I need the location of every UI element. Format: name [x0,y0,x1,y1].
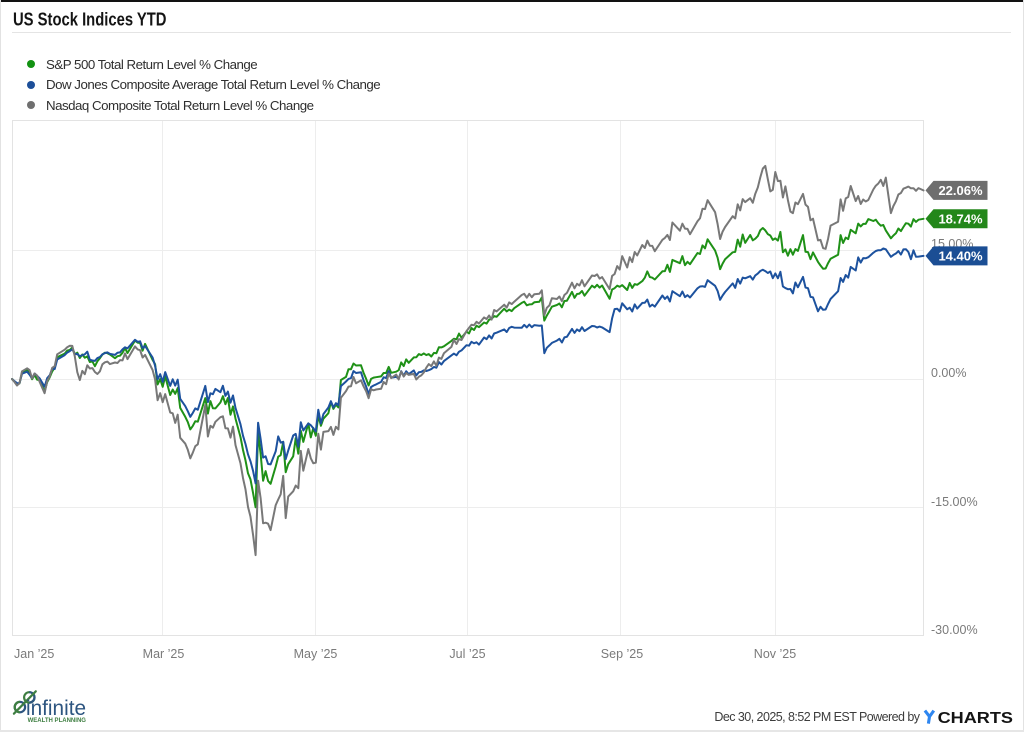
svg-text:WEALTH PLANNING: WEALTH PLANNING [28,717,86,724]
svg-text:CHARTS: CHARTS [938,710,1014,727]
svg-text:infinite: infinite [26,697,86,720]
svg-text:22.06%: 22.06% [938,183,983,198]
svg-text:18.74%: 18.74% [938,212,983,227]
svg-text:14.40%: 14.40% [938,249,983,264]
svg-text:US Stock Indices YTD: US Stock Indices YTD [13,9,167,29]
